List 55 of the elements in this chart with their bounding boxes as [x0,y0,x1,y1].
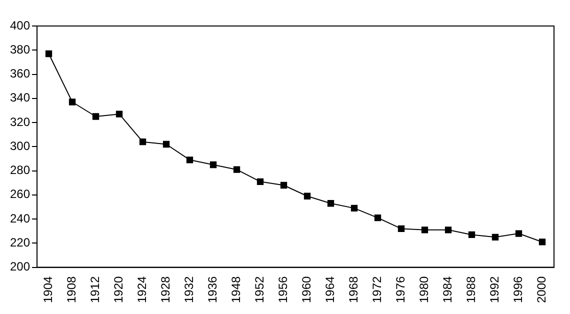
x-tick-label: 1996 [511,276,526,304]
x-tick-label: 1912 [88,276,102,304]
point [256,178,264,185]
point [538,238,546,246]
point [350,204,358,212]
point [45,50,52,58]
x-tick-label: 1988 [464,276,478,304]
point [210,161,217,168]
point [68,98,76,106]
point [515,230,522,237]
y-tick-label: 300 [10,138,30,153]
point [92,113,100,120]
point [398,225,405,232]
y-tick-label: 360 [10,66,30,81]
x-tick-label: 1948 [229,276,244,304]
x-tick-label: 1956 [276,276,290,304]
x-tick-label: 1920 [112,276,126,304]
x-tick-label: 1984 [440,276,455,304]
point [233,166,240,173]
point [421,226,428,234]
x-tick-label: 1964 [323,276,338,304]
y-tick-label: 220 [10,235,30,250]
y-tick-label: 400 [10,18,30,32]
x-tick-label: 1960 [300,276,314,304]
x-tick-label: 1928 [158,276,173,304]
y-tick-label: 340 [10,90,30,105]
point [327,200,334,207]
point [468,231,476,238]
y-tick-label: 240 [10,211,30,226]
point [162,140,170,148]
x-tick-label: 1952 [252,276,267,304]
x-tick-label: 1924 [135,276,150,304]
point [186,156,194,164]
point [444,226,452,234]
x-tick-label: 1972 [370,276,384,304]
point [116,110,123,118]
x-tick-label: 2000 [534,276,549,304]
x-tick-label: 1980 [417,276,432,304]
y-tick-label: 280 [10,163,30,178]
x-tick-label: 1904 [41,276,56,304]
x-tick-label: 1968 [346,276,361,304]
x-tick-label: 1992 [488,276,502,304]
point [492,234,499,240]
point [304,192,311,200]
y-tick-label: 320 [10,114,30,129]
x-tick-label: 1932 [182,276,196,304]
y-tick-label: 380 [10,42,30,56]
x-tick-label: 1936 [206,276,220,304]
point [139,138,146,146]
y-tick-label: 260 [10,187,30,202]
point [280,182,288,189]
point [374,214,382,222]
x-tick-label: 1908 [64,276,79,304]
x-tick-label: 1976 [394,276,408,304]
y-tick-label: 200 [10,260,30,274]
